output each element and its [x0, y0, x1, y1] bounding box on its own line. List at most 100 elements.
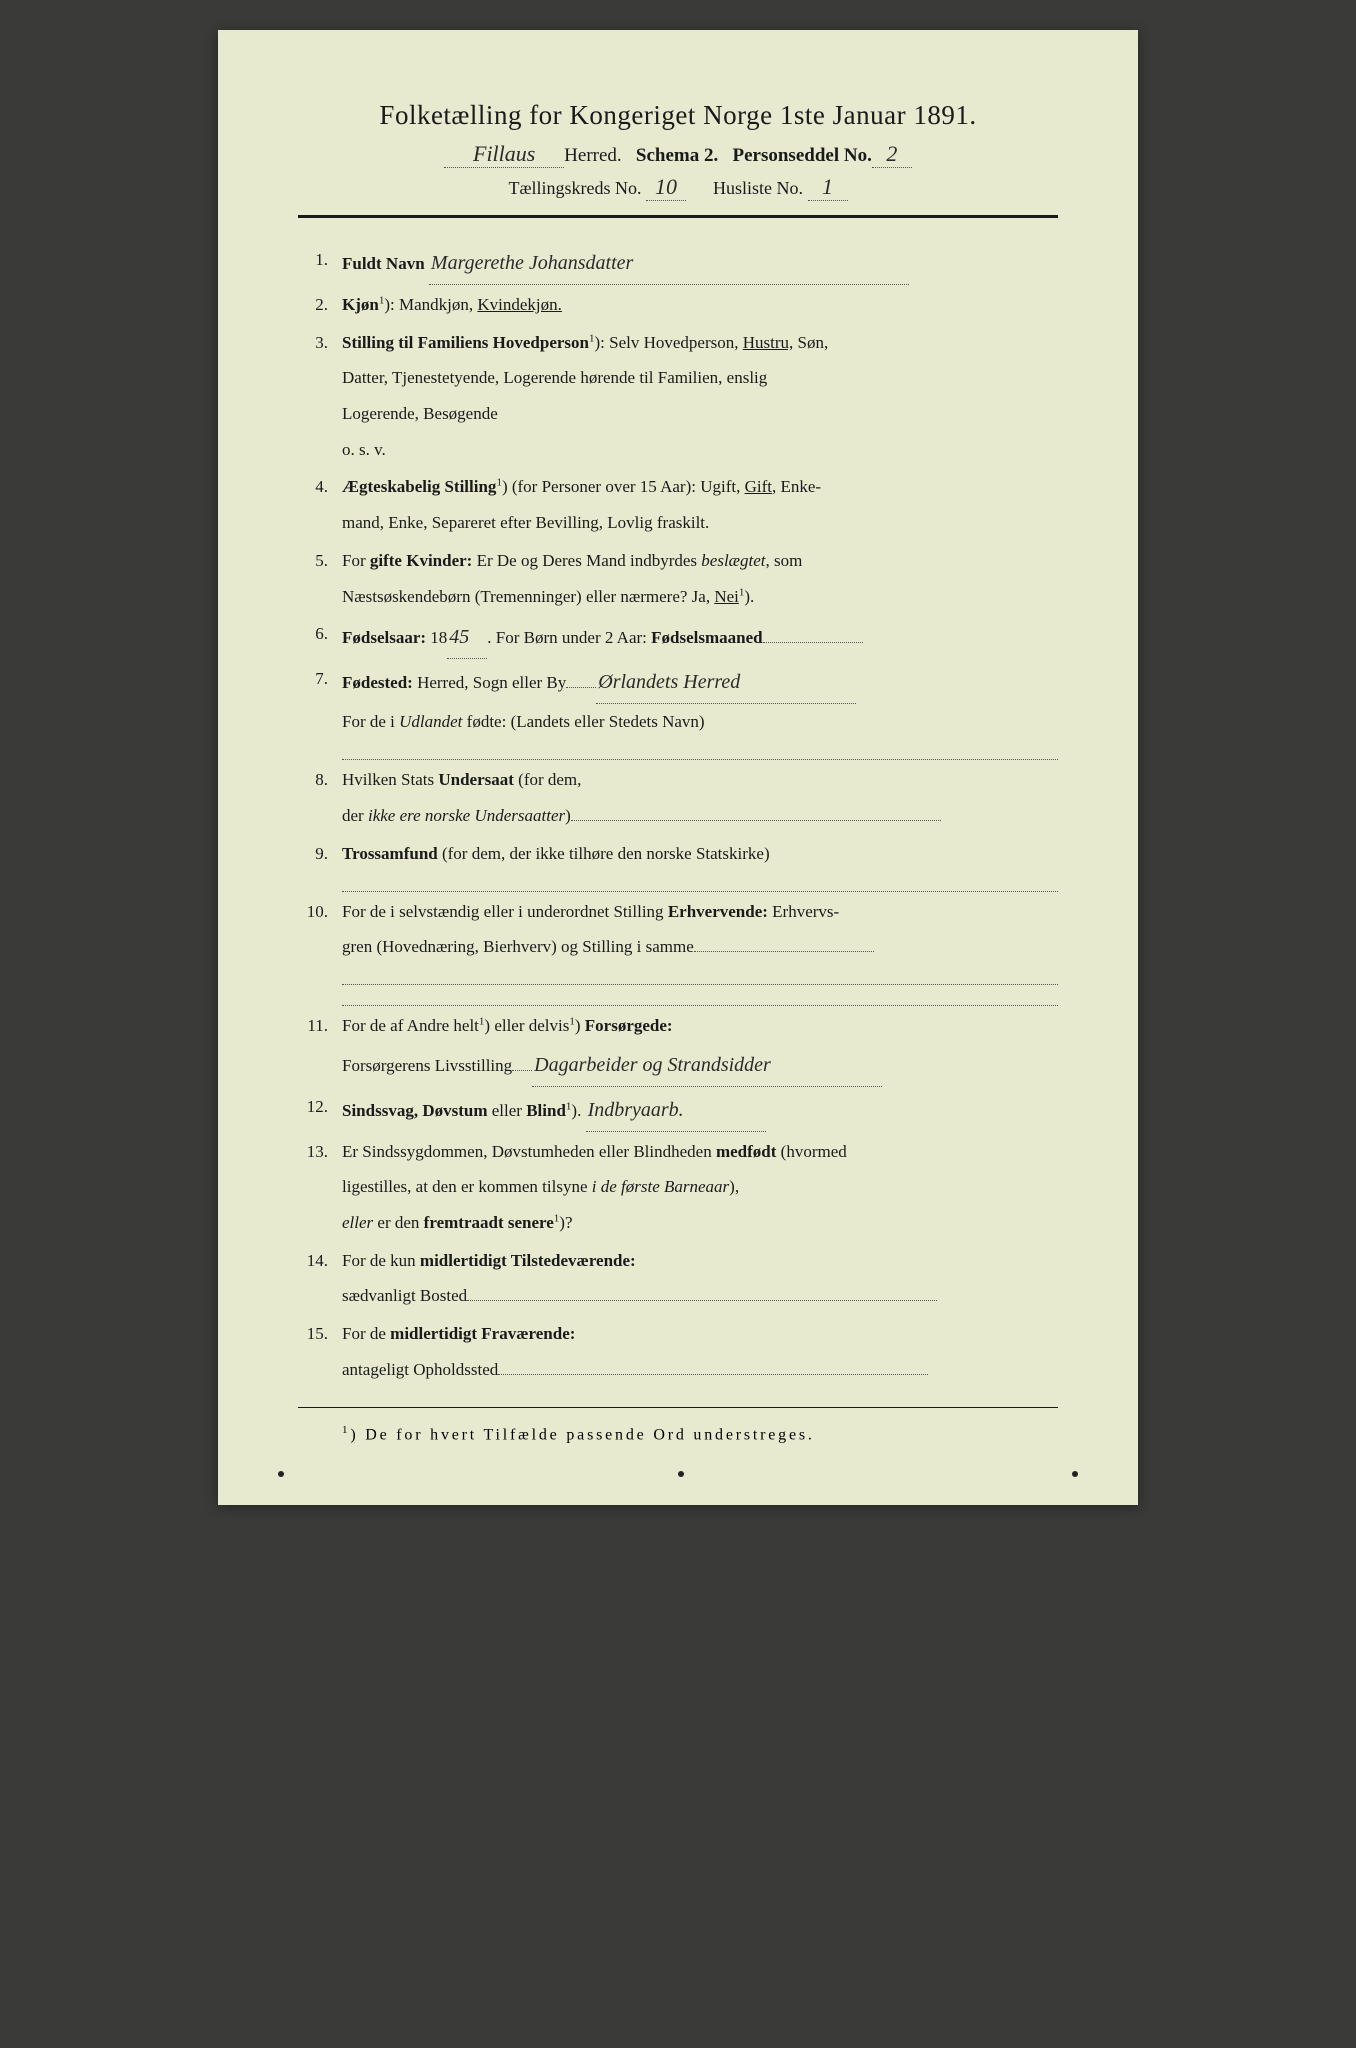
row-num: 10. [298, 894, 342, 1006]
row-content: For de midlertidigt Fraværende: antageli… [342, 1316, 1058, 1387]
row-num: 9. [298, 836, 342, 892]
row-1: 1. Fuldt Navn Margerethe Johansdatter [298, 242, 1058, 285]
blank-line [342, 740, 1058, 760]
text: Er De og Deres Mand indbyrdes [472, 551, 701, 570]
row-content: Er Sindssygdommen, Døvstumheden eller Bl… [342, 1134, 1058, 1241]
name-value: Margerethe Johansdatter [429, 242, 909, 285]
text: ): Selv Hovedperson, [595, 333, 743, 352]
row-15: 15. For de midlertidigt Fraværende: anta… [298, 1316, 1058, 1387]
row-num: 5. [298, 543, 342, 614]
row-content: For de af Andre helt1) eller delvis1) Fo… [342, 1008, 1058, 1087]
text: For de af Andre helt [342, 1016, 479, 1035]
row-content: For de kun midlertidigt Tilstedeværende:… [342, 1243, 1058, 1314]
blank-line [342, 985, 1058, 1005]
text: Hvilken Stats [342, 770, 438, 789]
row-num: 4. [298, 469, 342, 540]
provider-value: Dagarbeider og Strandsidder [532, 1044, 882, 1087]
row-num: 6. [298, 616, 342, 659]
document-page: Folketælling for Kongeriget Norge 1ste J… [218, 30, 1138, 1505]
row-num: 7. [298, 661, 342, 760]
personseddel-label: Personseddel No. [733, 145, 872, 166]
row-14: 14. For de kun midlertidigt Tilstedevære… [298, 1243, 1058, 1314]
italic-text: eller [342, 1213, 373, 1232]
row-num: 1. [298, 242, 342, 285]
kreds-label: Tællingskreds No. [509, 178, 642, 198]
text: gren (Hovednæring, Bierhverv) og Stillin… [342, 937, 694, 956]
field-label: midlertidigt Tilstedeværende: [420, 1251, 636, 1270]
text: ) [565, 806, 571, 825]
text: )? [559, 1213, 572, 1232]
text: eller [488, 1101, 527, 1120]
blank-line [571, 820, 941, 821]
text: fødte: (Landets eller Stedets Navn) [462, 712, 704, 731]
text: er den [373, 1213, 424, 1232]
text: Herred, Sogn eller By [413, 673, 566, 692]
text: 18 [426, 628, 447, 647]
subtitle-line-1: FillausHerred. Schema 2. Personseddel No… [298, 141, 1058, 168]
row-num: 12. [298, 1089, 342, 1132]
field-label: Stilling til Familiens Hovedperson [342, 333, 589, 352]
selected-value: Hustru, [743, 333, 794, 352]
text: For de i [342, 712, 399, 731]
footnote: 1) De for hvert Tilfælde passende Ord un… [298, 1424, 1058, 1444]
field-label: Erhvervende: [668, 902, 768, 921]
field-label: Fødested: [342, 673, 413, 692]
blank-line [566, 687, 596, 688]
text: Søn, [793, 333, 828, 352]
punch-hole-icon [678, 1471, 684, 1477]
italic-text: ikke ere norske Undersaatter [368, 806, 565, 825]
row-num: 13. [298, 1134, 342, 1241]
text: ) eller delvis [484, 1016, 569, 1035]
text: der [342, 806, 368, 825]
field-label: Trossamfund [342, 844, 438, 863]
field-label-2: fremtraadt senere [424, 1213, 554, 1232]
herred-label: Herred. [564, 145, 622, 166]
field-label-2: Blind [526, 1101, 566, 1120]
text: ): Mandkjøn, [384, 295, 477, 314]
selected-value: Gift [745, 477, 772, 496]
selected-value: Nei [714, 587, 739, 606]
husliste-value: 1 [808, 174, 848, 201]
text: ) [575, 1016, 585, 1035]
italic-text: Udlandet [399, 712, 462, 731]
row-11: 11. For de af Andre helt1) eller delvis1… [298, 1008, 1058, 1087]
blank-line [694, 951, 874, 952]
text: (hvormed [776, 1142, 846, 1161]
row-9: 9. Trossamfund (for dem, der ikke tilhør… [298, 836, 1058, 892]
text: ) (for Personer over 15 Aar): Ugift, [502, 477, 745, 496]
schema-label: Schema 2. [636, 145, 718, 166]
field-label-2: Fødselsmaaned [651, 628, 762, 647]
field-label: Kjøn [342, 295, 379, 314]
row-content: Stilling til Familiens Hovedperson1): Se… [342, 325, 1058, 468]
text: For de kun [342, 1251, 420, 1270]
text: o. s. v. [342, 440, 386, 459]
row-num: 2. [298, 287, 342, 323]
field-label: gifte Kvinder: [370, 551, 472, 570]
field-label: Ægteskabelig Stilling [342, 477, 496, 496]
text: Forsørgerens Livsstilling [342, 1056, 512, 1075]
footnote-text: ) De for hvert Tilfælde passende Ord und… [350, 1427, 814, 1444]
italic-text: i de første Barneaar [592, 1177, 729, 1196]
blank-line [763, 642, 863, 643]
text: ). [571, 1101, 585, 1120]
row-6: 6. Fødselsaar: 1845. For Børn under 2 Aa… [298, 616, 1058, 659]
text: (for dem, [514, 770, 582, 789]
personseddel-value: 2 [872, 141, 912, 168]
text: Logerende, Besøgende [342, 404, 498, 423]
row-13: 13. Er Sindssygdommen, Døvstumheden elle… [298, 1134, 1058, 1241]
text: Næstsøskendebørn (Tremenninger) eller næ… [342, 587, 714, 606]
text: For de [342, 1324, 390, 1343]
row-num: 3. [298, 325, 342, 468]
row-num: 8. [298, 762, 342, 833]
subtitle-line-2: Tællingskreds No. 10 Husliste No. 1 [298, 174, 1058, 201]
footnote-divider [298, 1407, 1058, 1408]
selected-value: Kvindekjøn. [477, 295, 562, 314]
row-num: 15. [298, 1316, 342, 1387]
husliste-label: Husliste No. [713, 178, 803, 198]
text: (for dem, der ikke tilhøre den norske St… [438, 844, 770, 863]
form-body: 1. Fuldt Navn Margerethe Johansdatter 2.… [298, 242, 1058, 1387]
text: ), [729, 1177, 739, 1196]
row-12: 12. Sindssvag, Døvstum eller Blind1). In… [298, 1089, 1058, 1132]
punch-hole-icon [278, 1471, 284, 1477]
row-2: 2. Kjøn1): Mandkjøn, Kvindekjøn. [298, 287, 1058, 323]
